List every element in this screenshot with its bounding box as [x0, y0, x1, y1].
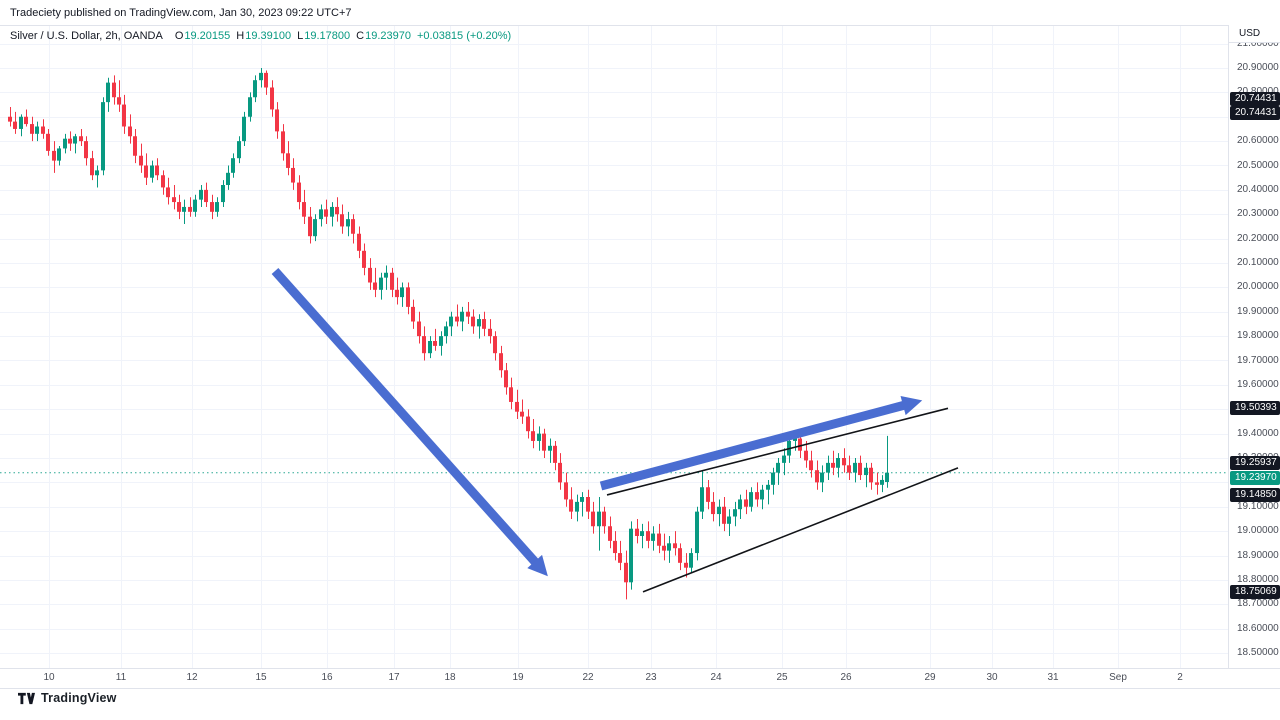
time-tick: 17 [388, 672, 400, 683]
candles [8, 68, 889, 600]
drawing-price-label: 18.75069 [1230, 584, 1280, 599]
time-tick: 11 [115, 672, 127, 683]
trend-arrow-down[interactable] [271, 268, 548, 577]
trend-arrow-up[interactable] [599, 395, 923, 491]
trendline-upper[interactable] [606, 407, 949, 496]
publisher-note: Tradeciety published on TradingView.com,… [10, 7, 352, 19]
tradingview-logo-icon [18, 692, 35, 704]
time-tick: Sep [1109, 672, 1127, 683]
price-axis[interactable]: 21.0000020.9000020.8000020.7000020.60000… [1228, 25, 1280, 668]
drawing-price-label: 20.74431 [1230, 105, 1280, 120]
ohlc-letter: C [356, 30, 365, 42]
time-tick: 25 [776, 672, 788, 683]
price-tick: 18.60000 [1237, 622, 1279, 634]
change-value: +0.03815 (+0.20%) [416, 30, 512, 42]
symbol-title[interactable]: Silver / U.S. Dollar, 2h, OANDA [10, 30, 163, 42]
time-tick: 30 [986, 672, 998, 683]
time-tick: 18 [444, 672, 456, 683]
grid [0, 26, 1228, 668]
time-tick: 29 [924, 672, 936, 683]
time-tick: 15 [255, 672, 267, 683]
price-tick: 20.10000 [1237, 257, 1279, 268]
time-tick: 22 [582, 672, 594, 683]
price-tick: 18.70000 [1237, 598, 1279, 610]
time-tick: 16 [321, 672, 333, 683]
time-tick: 31 [1047, 672, 1059, 683]
price-tick: 19.10000 [1237, 500, 1279, 512]
price-tick: 19.80000 [1237, 330, 1279, 342]
price-tick: 18.50000 [1237, 647, 1279, 658]
ohlc-letter: O [174, 30, 184, 42]
trendline-lower[interactable] [642, 467, 959, 593]
brand-name: TradingView [41, 691, 117, 705]
footer-brand[interactable]: TradingView [18, 691, 117, 705]
time-tick: 26 [840, 672, 852, 683]
price-tick: 19.00000 [1237, 525, 1279, 537]
price-tick: 19.70000 [1237, 354, 1279, 366]
drawing-price-label: 19.25937 [1230, 456, 1280, 471]
divider-top [0, 25, 1280, 26]
price-tick: 20.30000 [1237, 208, 1279, 220]
chart-legend[interactable]: Silver / U.S. Dollar, 2h, OANDA O19.20155… [10, 30, 511, 42]
drawing-price-label: 20.74431 [1230, 91, 1280, 106]
time-tick: 2 [1177, 672, 1183, 683]
price-tick: 18.80000 [1237, 573, 1279, 585]
price-tick: 18.90000 [1237, 549, 1279, 561]
ohlc-value: 19.17800 [304, 30, 351, 42]
ohlc-value: 19.23970 [365, 30, 411, 42]
time-tick: 23 [645, 672, 657, 683]
price-tick: 19.40000 [1237, 427, 1279, 439]
price-tick: 20.00000 [1237, 281, 1279, 293]
ohlc-values: O19.20155 H19.39100 L19.17800 C19.23970 [169, 30, 411, 42]
ohlc-value: 19.20155 [184, 30, 231, 42]
price-tick: 20.60000 [1237, 135, 1279, 147]
price-tick: 19.60000 [1237, 378, 1279, 390]
ohlc-letter: L [297, 30, 304, 42]
time-tick: 12 [186, 672, 198, 683]
time-tick: 24 [710, 672, 722, 683]
time-tick: 10 [43, 672, 55, 683]
currency-label: USD [1229, 25, 1280, 43]
price-tick: 19.90000 [1237, 305, 1279, 317]
drawing-price-label: 19.50393 [1230, 401, 1280, 416]
price-tick: 21.00000 [1237, 37, 1279, 49]
price-tick: 20.40000 [1237, 183, 1279, 195]
current-price-label: 19.23970 [1230, 470, 1280, 485]
price-tick: 20.80000 [1237, 85, 1279, 99]
time-axis[interactable]: 10 11 12 15 16 17 18 19 22 23 24 25 26 29 30 31 Sep 2 [0, 668, 1280, 689]
price-tick: 20.50000 [1237, 159, 1279, 171]
ohlc-letter: H [236, 30, 245, 42]
ohlc-value: 19.39100 [245, 30, 292, 42]
time-tick: 19 [512, 672, 524, 683]
drawing-price-label: 19.14850 [1230, 487, 1280, 502]
price-tick: 20.20000 [1237, 232, 1279, 244]
price-tick: 20.90000 [1237, 62, 1279, 73]
